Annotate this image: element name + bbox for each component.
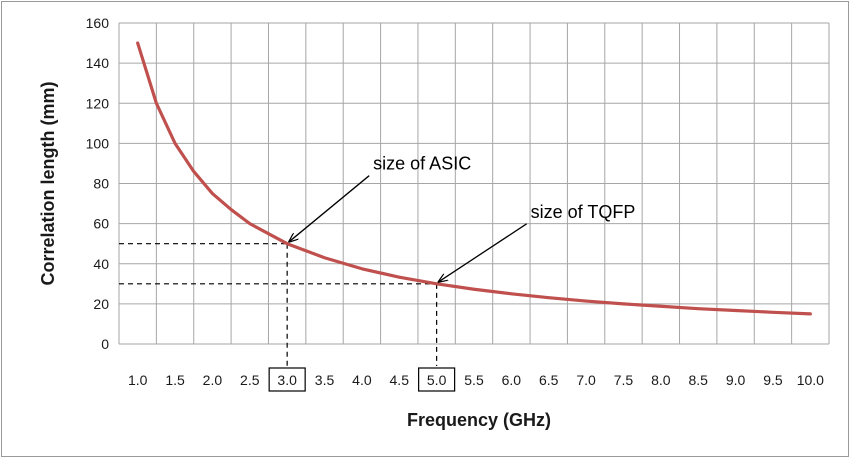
x-tick-label: 6.5 [539,372,559,388]
series-line [136,41,812,316]
x-tick-label: 10.0 [797,372,824,388]
tick-highlight-box [268,367,306,392]
annotations: size of ASIC size of TQFP [289,154,635,282]
x-tick-label: 5.5 [464,372,484,388]
y-tick-label: 160 [86,15,110,31]
y-tick-label: 140 [86,55,110,71]
y-axis-title: Correlation length (mm) [38,81,58,285]
annotation-label: size of TQFP [531,202,636,222]
x-axis-title: Frequency (GHz) [407,410,551,430]
x-tick-labels: 1.0 1.5 2.0 2.5 3.0 3.5 4.0 4.5 5.0 5.5 6.0 6.5 7.0 7… [128,367,824,392]
y-tick-label: 20 [93,296,109,312]
x-tick-label: 8.0 [651,372,671,388]
y-tick-label: 0 [101,336,109,352]
gridlines [118,22,830,345]
y-tick-label: 60 [93,216,109,232]
x-tick-label: 7.5 [614,372,634,388]
x-tick-label: 6.0 [502,372,522,388]
annotation-arrow [439,223,527,282]
y-tick-label: 80 [93,176,109,192]
annotation-label: size of ASIC [373,154,471,174]
y-tick-labels: 0 20 40 60 80 100 120 140 160 [86,15,110,352]
x-tick-label: 8.5 [688,372,708,388]
x-tick-label: 4.5 [390,372,410,388]
guide-lines [119,243,438,366]
annotation-arrow [289,175,370,242]
y-tick-label: 120 [86,95,110,111]
x-tick-label: 2.0 [203,372,223,388]
x-tick-label: 5.0 [427,372,447,388]
x-tick-label: 3.0 [277,372,297,388]
y-tick-label: 40 [93,256,109,272]
tick-highlight-box [418,367,456,392]
x-tick-label: 9.0 [726,372,746,388]
x-tick-label: 2.5 [240,372,260,388]
x-tick-label: 1.5 [165,372,185,388]
x-tick-label: 3.5 [315,372,335,388]
x-tick-label: 7.0 [576,372,596,388]
y-tick-label: 100 [86,135,110,151]
x-tick-label: 4.0 [352,372,372,388]
x-tick-label: 9.5 [763,372,783,388]
x-tick-label: 1.0 [128,372,148,388]
series-layer [136,41,812,316]
